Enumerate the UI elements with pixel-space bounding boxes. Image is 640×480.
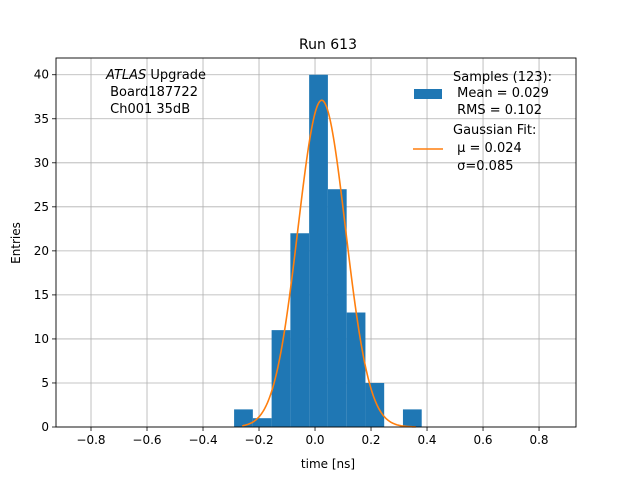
x-tick-label: −0.4 — [188, 433, 217, 447]
y-tick-label: 30 — [34, 156, 49, 170]
histogram-bar — [402, 409, 422, 427]
y-tick-label: 5 — [41, 376, 49, 390]
annotation-atlas: ATLAS — [105, 68, 146, 83]
ticks: −0.8 −0.6 −0.4 −0.2 0.0 0.2 0.4 0.6 0.8 0 5 10 15 20 2… — [34, 68, 549, 447]
histogram-bar — [290, 233, 310, 427]
legend-fit-line-3: σ=0.085 — [453, 159, 513, 174]
legend-hist-swatch — [414, 89, 442, 99]
annotation: ATLAS Upgrade Board187722 Ch001 35dB — [105, 68, 206, 117]
y-tick-label: 25 — [34, 200, 49, 214]
histogram-bar — [309, 74, 328, 427]
x-tick-label: 0.2 — [361, 433, 380, 447]
y-tick-label: 20 — [34, 244, 49, 258]
x-tick-label: 0.4 — [417, 433, 436, 447]
annotation-upgrade: Upgrade — [146, 68, 206, 83]
y-tick-label: 40 — [34, 68, 49, 82]
svg-text:ATLAS Upgrade: ATLAS Upgrade — [105, 68, 206, 83]
legend-hist-line-2: Mean = 0.029 — [453, 86, 549, 101]
y-tick-label: 0 — [41, 420, 49, 434]
histogram-bars — [234, 74, 422, 427]
x-tick-label: 0.8 — [529, 433, 548, 447]
x-tick-label: 0.0 — [305, 433, 324, 447]
legend-fit-line-1: Gaussian Fit: — [453, 123, 536, 138]
chart-title: Run 613 — [299, 37, 357, 53]
x-tick-label: 0.6 — [473, 433, 492, 447]
y-tick-label: 35 — [34, 112, 49, 126]
legend-fit-line-2: μ = 0.024 — [453, 141, 522, 156]
x-tick-label: −0.2 — [244, 433, 273, 447]
legend: Samples (123): Mean = 0.029 RMS = 0.102 … — [413, 70, 552, 174]
histogram-bar — [327, 189, 347, 427]
histogram-bar — [234, 409, 253, 427]
histogram-bar — [252, 418, 272, 427]
x-tick-label: −0.8 — [76, 433, 105, 447]
x-tick-label: −0.6 — [132, 433, 161, 447]
histogram-bar — [365, 382, 385, 427]
x-axis-label: time [ns] — [301, 457, 355, 471]
legend-hist-line-3: RMS = 0.102 — [453, 103, 542, 118]
y-axis-label: Entries — [9, 222, 23, 264]
annotation-board: Board187722 — [106, 85, 198, 100]
annotation-channel: Ch001 35dB — [106, 102, 190, 117]
histogram-bar — [271, 330, 291, 427]
gaussian-fit-line — [242, 99, 416, 428]
axes-frame — [55, 57, 577, 428]
histogram-bar — [346, 312, 366, 427]
y-tick-label: 15 — [34, 288, 49, 302]
legend-hist-line-1: Samples (123): — [453, 70, 552, 85]
y-tick-label: 10 — [34, 332, 49, 346]
